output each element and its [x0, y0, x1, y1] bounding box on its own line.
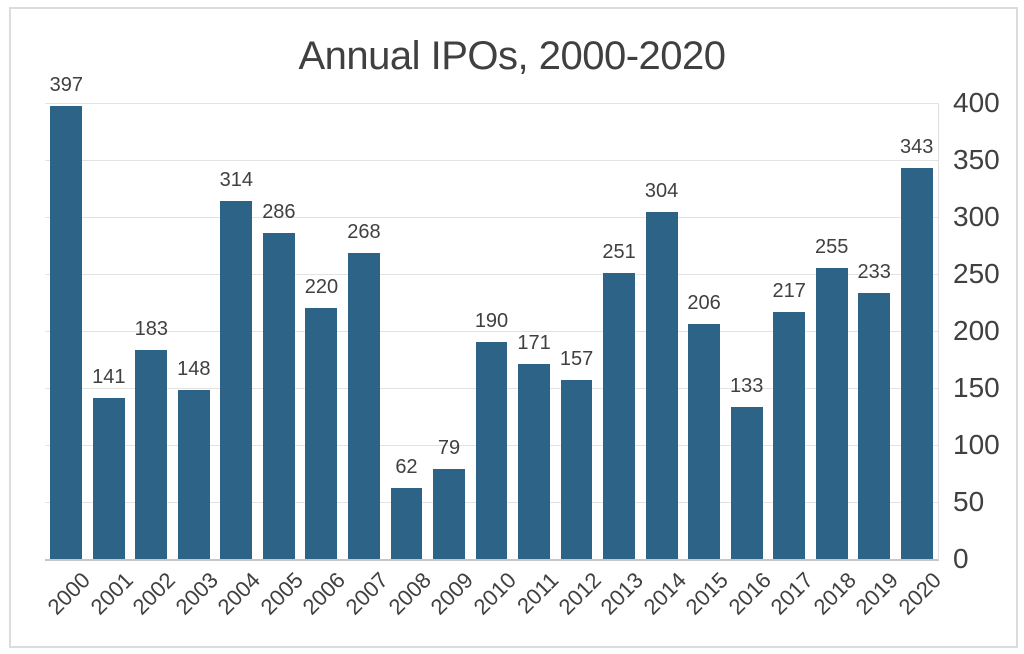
bar [50, 106, 83, 559]
x-axis-tick-label: 2001 [85, 567, 138, 620]
gridline [45, 273, 938, 275]
y-axis-tick-label: 300 [953, 201, 1000, 232]
bar [305, 308, 338, 559]
bar [858, 293, 891, 559]
bar-value-label: 314 [219, 169, 254, 192]
x-axis-tick-label: 2010 [468, 567, 521, 620]
x-axis-tick-label: 2016 [723, 567, 776, 620]
bar-value-label: 343 [900, 135, 934, 158]
bar [518, 364, 550, 559]
bar [347, 253, 380, 559]
bar [645, 212, 678, 559]
bar [688, 324, 721, 559]
bar-value-label: 206 [687, 292, 721, 315]
bar [390, 488, 423, 559]
bar-value-label: 171 [517, 332, 551, 355]
bar-value-label: 157 [559, 348, 594, 371]
bar [603, 272, 636, 559]
bar-value-label: 233 [857, 261, 891, 284]
x-axis-tick-label: 2002 [127, 567, 181, 620]
y-axis-tick-label: 250 [953, 258, 1000, 289]
bar [433, 468, 465, 559]
x-axis-tick-label: 2003 [170, 567, 223, 620]
bar [262, 232, 295, 559]
bar [815, 268, 848, 559]
x-axis-tick-label: 2006 [298, 567, 351, 620]
x-axis-tick-label: 2013 [595, 567, 649, 620]
bar-value-label: 133 [729, 375, 764, 398]
x-axis-tick-label: 2018 [808, 567, 861, 620]
x-axis-tick-label: 2004 [213, 567, 266, 620]
bar-value-label: 141 [92, 366, 126, 389]
x-axis-tick-label: 2008 [383, 567, 436, 620]
x-axis-tick-label: 2009 [425, 567, 478, 620]
bar-value-label: 397 [49, 74, 83, 97]
bar-value-label: 190 [474, 310, 509, 333]
x-axis-tick-label: 2019 [850, 567, 904, 620]
y-axis-tick-label: 100 [953, 429, 1000, 460]
bar [730, 407, 763, 559]
x-axis-tick-label: 2015 [680, 567, 734, 620]
x-axis-tick-label: 2000 [42, 567, 96, 620]
bar [177, 390, 210, 559]
bar-value-label: 255 [815, 236, 849, 259]
bar [135, 350, 168, 559]
bar [475, 342, 508, 559]
bar-value-label: 148 [177, 358, 211, 381]
bar [773, 311, 806, 559]
x-axis-tick-label: 2014 [638, 567, 691, 620]
x-axis-tick-label: 2007 [340, 567, 393, 620]
bar-value-label: 220 [304, 276, 339, 299]
bar-value-label: 79 [437, 436, 461, 459]
bar-value-label: 304 [644, 180, 679, 203]
y-axis-tick-label: 150 [953, 372, 1000, 403]
bar [560, 380, 593, 559]
bar [900, 167, 933, 559]
bar-value-label: 268 [347, 221, 381, 244]
x-axis-tick-label: 2011 [511, 567, 564, 619]
chart-title: Annual IPOs, 2000-2020 [298, 34, 726, 78]
y-axis-tick-label: 350 [953, 144, 1000, 175]
bar-value-label: 62 [395, 456, 418, 479]
x-axis-tick-label: 2017 [765, 567, 819, 620]
y-axis-tick-label: 50 [953, 486, 985, 517]
bar [220, 201, 253, 559]
x-axis-tick-label: 2012 [553, 567, 606, 620]
bar-value-label: 251 [602, 240, 636, 263]
gridline [45, 102, 938, 104]
y-axis-tick-label: 200 [953, 315, 1000, 346]
bar-value-label: 217 [772, 279, 806, 302]
x-axis-tick-label: 2005 [255, 567, 308, 620]
gridline [45, 159, 938, 161]
bar-value-label: 183 [134, 318, 168, 341]
bar-value-label: 286 [262, 200, 296, 223]
x-axis-tick-label: 2020 [893, 567, 946, 620]
plot-area: 397 2000 141 2001 183 2002 148 2003 314 2004 286 20… [43, 74, 946, 619]
y-axis-tick-label: 400 [953, 87, 1000, 118]
gridline [45, 216, 938, 218]
gridline [45, 330, 938, 332]
y-axis-tick-label: 0 [953, 543, 969, 574]
bar [92, 398, 125, 559]
